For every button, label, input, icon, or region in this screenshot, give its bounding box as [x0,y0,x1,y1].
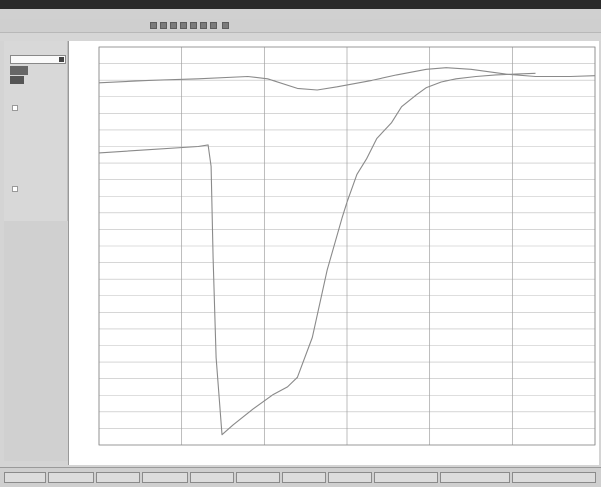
zoom-out-icon[interactable] [160,22,167,29]
status-cell [236,472,280,483]
status-cell [282,472,326,483]
channel-chip[interactable] [10,66,28,75]
chevron-down-icon[interactable] [59,57,64,62]
status-cell [96,472,140,483]
menu-bar [0,9,601,19]
cursor-icon[interactable] [190,22,197,29]
axis [98,46,596,446]
chart-icon[interactable] [180,22,187,29]
status-cell [142,472,188,483]
channel-marker-icon[interactable] [12,186,18,192]
grid-icon[interactable] [170,22,177,29]
status-cell [48,472,94,483]
sidebar [4,41,68,221]
series-group [98,67,596,436]
undo-icon[interactable] [210,22,217,29]
channel-marker-icon[interactable] [12,105,18,111]
status-cell [4,472,46,483]
channel-chip-secondary[interactable] [10,76,24,84]
status-cell [374,472,438,483]
plot-area[interactable] [68,41,599,465]
settings-icon[interactable] [222,22,229,29]
status-bar [0,467,601,487]
chart-svg[interactable] [69,41,599,465]
lower-panel [4,221,68,461]
status-cell [512,472,596,483]
plot-border [98,46,596,446]
channel-select[interactable] [10,55,66,64]
series-line-2 [98,72,536,436]
zoom-in-icon[interactable] [150,22,157,29]
window-title-bar [0,0,601,9]
grid [98,46,596,446]
toolbar [0,19,601,33]
marker-icon[interactable] [200,22,207,29]
sub-toolbar [0,33,601,41]
series-line-1 [98,67,596,91]
status-cell [328,472,372,483]
status-cell [190,472,234,483]
status-cell [440,472,510,483]
